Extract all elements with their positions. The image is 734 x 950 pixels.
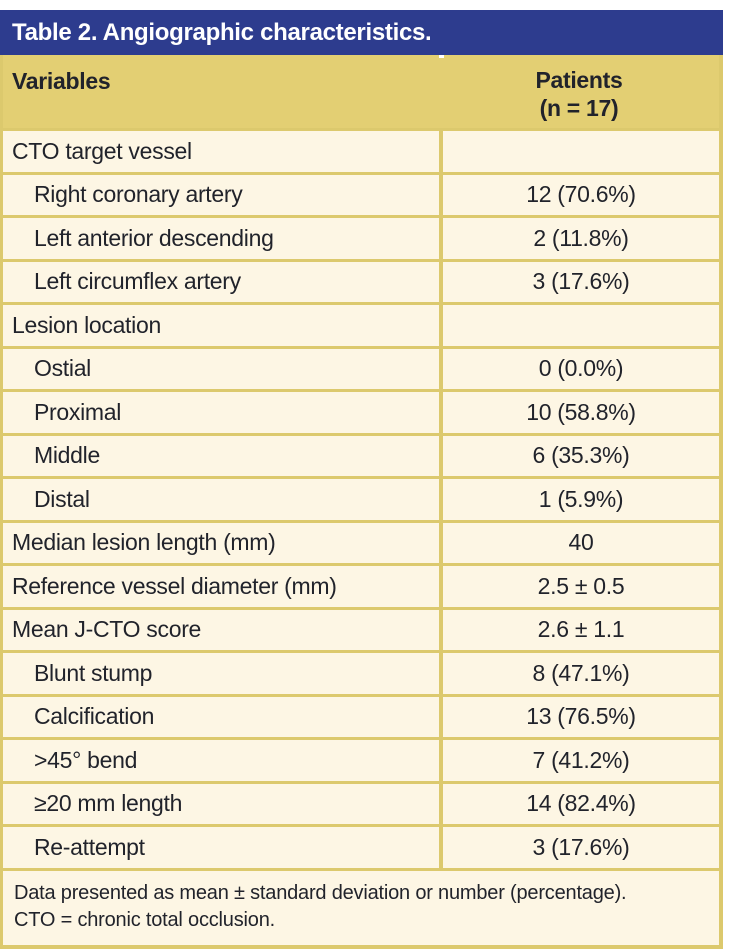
row-label: Mean J-CTO score [12,616,202,643]
column-header-variables: Variables [12,68,111,94]
row-value: 7 (41.2%) [439,740,719,781]
angiographic-characteristics-table: Table 2. Angiographic characteristics. V… [0,10,723,949]
row-label: Right coronary artery [34,181,243,208]
row-label: Ostial [34,355,91,382]
row-value: 2 (11.8%) [439,218,719,259]
table-row: CTO target vessel [3,128,719,172]
table-row: ≥20 mm length 14 (82.4%) [3,780,719,824]
table-title-bar: Table 2. Angiographic characteristics. [0,10,723,55]
row-value: 14 (82.4%) [439,783,719,824]
row-label: Middle [34,442,100,469]
column-header-patients-line1: Patients [535,67,623,93]
row-value: 8 (47.1%) [439,653,719,694]
row-label: Re-attempt [34,833,145,860]
column-header-patients-line2: (n = 17) [539,95,619,121]
row-label: Left circumflex artery [34,268,241,295]
table-row: Ostial 0 (0.0%) [3,345,719,389]
table-row: Middle 6 (35.3%) [3,432,719,476]
row-label: Left anterior descending [34,224,274,251]
row-value: 3 (17.6%) [439,261,719,302]
row-value [439,305,719,346]
table-row: >45° bend 7 (41.2%) [3,737,719,781]
table-container: Variables Patients (n = 17) CTO target v… [0,55,723,949]
row-value: 10 (58.8%) [439,392,719,433]
footnote-line-1: Data presented as mean ± standard deviat… [14,881,627,904]
table-footnote: Data presented as mean ± standard deviat… [3,867,719,945]
row-value [439,131,719,172]
table-row: Mean J-CTO score 2.6 ± 1.1 [3,606,719,650]
row-label: Blunt stump [34,659,153,686]
footnote-line-2: CTO = chronic total occlusion. [14,908,275,931]
header-column-divider-tick [439,55,444,58]
row-label: Reference vessel diameter (mm) [12,572,337,599]
row-value: 40 [439,522,719,563]
table-row: Median lesion length (mm) 40 [3,519,719,563]
row-label: CTO target vessel [12,137,192,164]
table-row: Calcification 13 (76.5%) [3,693,719,737]
table-row: Right coronary artery 12 (70.6%) [3,171,719,215]
row-label: Distal [34,485,90,512]
row-label: Median lesion length (mm) [12,529,276,556]
row-value: 13 (76.5%) [439,696,719,737]
row-value: 0 (0.0%) [439,348,719,389]
row-value: 6 (35.3%) [439,435,719,476]
row-value: 3 (17.6%) [439,827,719,868]
table-row: Blunt stump 8 (47.1%) [3,650,719,694]
table-row: Distal 1 (5.9%) [3,476,719,520]
row-label: >45° bend [34,746,138,773]
row-value: 1 (5.9%) [439,479,719,520]
table-title: Table 2. Angiographic characteristics. [12,18,432,46]
column-header-patients: Patients (n = 17) [439,55,719,128]
table-row: Re-attempt 3 (17.6%) [3,824,719,868]
table-row: Proximal 10 (58.8%) [3,389,719,433]
row-label: Calcification [34,703,155,730]
row-value: 12 (70.6%) [439,174,719,215]
row-value: 2.6 ± 1.1 [439,609,719,650]
table-row: Lesion location [3,302,719,346]
row-label: Lesion location [12,311,161,338]
row-label: ≥20 mm length [34,790,183,817]
table-header-row: Variables Patients (n = 17) [3,55,719,128]
table-row: Left anterior descending 2 (11.8%) [3,215,719,259]
table-body: CTO target vessel Right coronary artery 12… [3,128,719,868]
table-row: Left circumflex artery 3 (17.6%) [3,258,719,302]
row-value: 2.5 ± 0.5 [439,566,719,607]
table-row: Reference vessel diameter (mm) 2.5 ± 0.5 [3,563,719,607]
row-label: Proximal [34,398,122,425]
